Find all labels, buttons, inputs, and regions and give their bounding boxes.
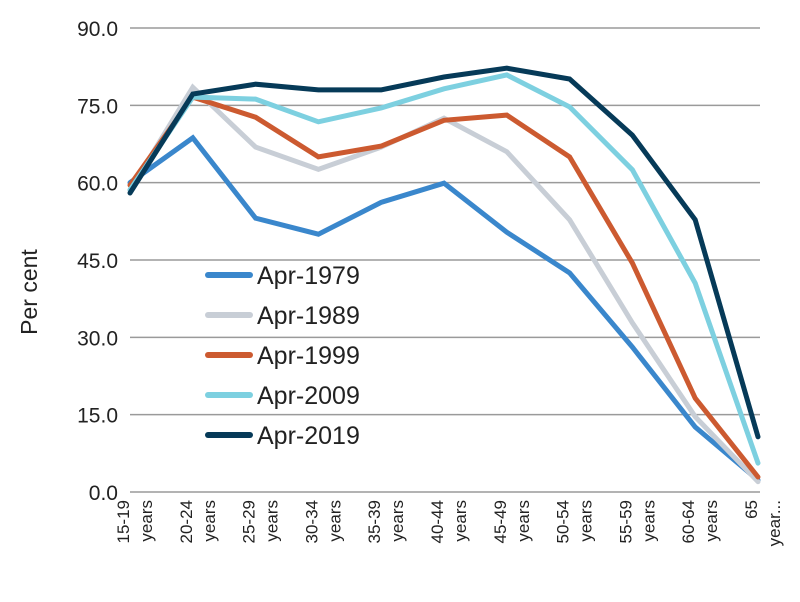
x-tick-label-line: 35-39 bbox=[365, 500, 384, 543]
y-tick-labels: 0.0 15.0 30.0 45.0 60.0 75.0 90.0 bbox=[77, 18, 118, 505]
x-tick-label: 40-44 years bbox=[428, 500, 470, 543]
legend: Apr-1979 Apr-1989 Apr-1999 Apr-2009 Apr-2019 bbox=[205, 262, 360, 450]
legend-item: Apr-1989 bbox=[205, 302, 360, 330]
x-tick-label-line: years bbox=[577, 500, 596, 542]
y-tick-label: 45.0 bbox=[77, 250, 118, 273]
x-tick-label: 15-19 years bbox=[114, 500, 156, 543]
x-tick-label-line: 25-29 bbox=[240, 500, 259, 543]
x-tick-label-line: 65 bbox=[742, 500, 761, 519]
x-tick-label-line: years bbox=[137, 500, 156, 542]
y-tick-label: 75.0 bbox=[77, 95, 118, 118]
legend-item: Apr-2009 bbox=[205, 382, 360, 410]
legend-label: Apr-1999 bbox=[257, 342, 360, 370]
x-tick-label-line: 30-34 bbox=[302, 500, 321, 543]
series-line-apr-2019 bbox=[127, 65, 761, 440]
legend-label: Apr-2009 bbox=[257, 382, 360, 410]
x-tick-label-line: 55-59 bbox=[616, 500, 635, 543]
x-tick-label-line: 60-64 bbox=[679, 500, 698, 543]
x-tick-label-line: years bbox=[263, 500, 282, 542]
legend-label: Apr-2019 bbox=[257, 422, 360, 450]
x-tick-label-line: years bbox=[451, 500, 470, 542]
x-tick-label-line: 40-44 bbox=[428, 500, 447, 543]
y-tick-label: 0.0 bbox=[89, 482, 118, 505]
x-tick-label: 60-64 years bbox=[679, 500, 721, 543]
x-tick-label: 20-24 years bbox=[177, 500, 219, 543]
x-tick-label: 45-49 years bbox=[491, 500, 533, 543]
x-tick-label-line: year... bbox=[765, 500, 784, 546]
legend-item: Apr-1999 bbox=[205, 342, 360, 370]
x-tick-label: 35-39 years bbox=[365, 500, 407, 543]
x-tick-label-line: years bbox=[639, 500, 658, 542]
x-tick-label: 55-59 years bbox=[616, 500, 658, 543]
y-tick-label: 30.0 bbox=[77, 327, 118, 350]
legend-item: Apr-1979 bbox=[205, 262, 360, 290]
y-tick-label: 15.0 bbox=[77, 405, 118, 428]
series-line-apr-1999 bbox=[127, 94, 761, 480]
x-tick-label: 25-29 years bbox=[240, 500, 282, 543]
x-tick-label-line: 15-19 bbox=[114, 500, 133, 543]
x-tick-label-line: years bbox=[325, 500, 344, 542]
legend-label: Apr-1979 bbox=[257, 262, 360, 290]
series-line-apr-1979 bbox=[127, 134, 761, 483]
x-tick-label-line: 20-24 bbox=[177, 500, 196, 543]
series-lines bbox=[127, 65, 761, 485]
x-tick-label-line: years bbox=[200, 500, 219, 542]
x-tick-label: 30-34 years bbox=[302, 500, 344, 543]
x-tick-label: 50-54 years bbox=[554, 500, 596, 543]
x-tick-label-line: years bbox=[702, 500, 721, 542]
x-tick-label: 65 year... bbox=[742, 500, 784, 546]
legend-label: Apr-1989 bbox=[257, 302, 360, 330]
series-line-apr-1989 bbox=[127, 83, 761, 485]
y-axis-label: Per cent bbox=[16, 249, 42, 335]
y-tick-label: 60.0 bbox=[77, 173, 118, 196]
x-tick-label-line: years bbox=[388, 500, 407, 542]
legend-item: Apr-2019 bbox=[205, 422, 360, 450]
x-tick-label-line: years bbox=[514, 500, 533, 542]
x-tick-label-line: 45-49 bbox=[491, 500, 510, 543]
x-tick-label-line: 50-54 bbox=[554, 500, 573, 543]
series-line-apr-2009 bbox=[127, 72, 761, 466]
x-tick-labels: 15-19 years 20-24 years 25-29 years 30-34 years… bbox=[114, 500, 784, 546]
y-tick-label: 90.0 bbox=[77, 18, 118, 41]
